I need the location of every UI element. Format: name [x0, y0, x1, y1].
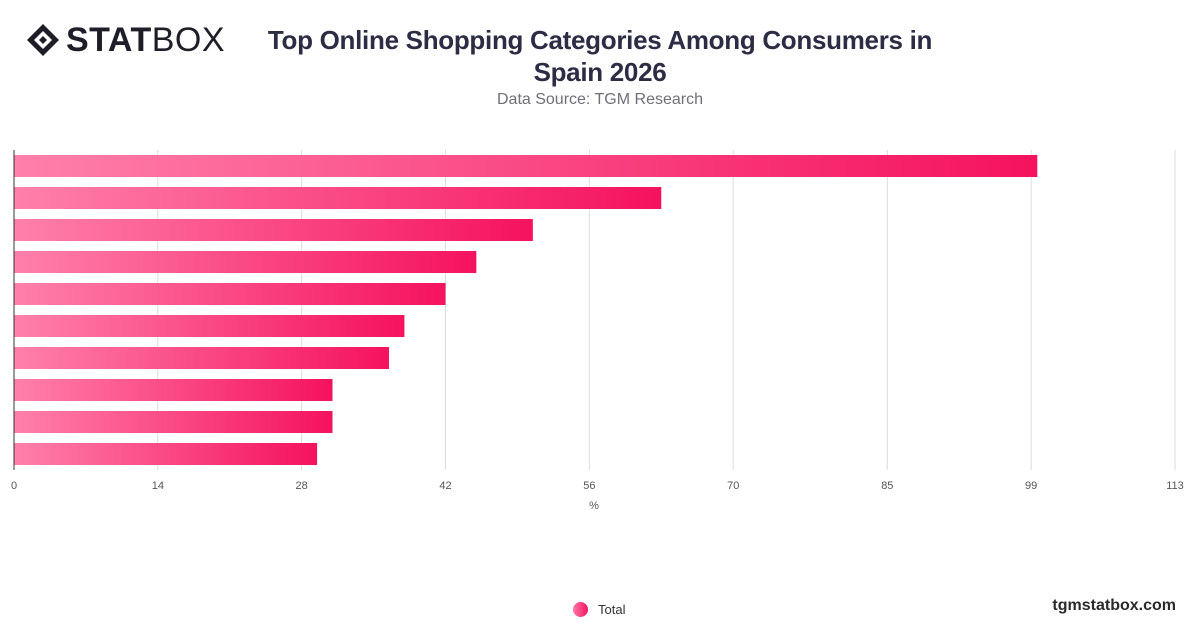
x-tick-label: 0 — [11, 480, 17, 492]
bar[interactable] — [14, 411, 333, 433]
bar[interactable] — [14, 315, 405, 337]
x-tick-label: 99 — [1025, 480, 1037, 492]
x-tick-label: 14 — [152, 480, 164, 492]
logo-stat-text: STAT — [66, 21, 152, 59]
x-axis-title: % — [589, 500, 599, 512]
x-tick-label: 28 — [296, 480, 308, 492]
chart-subtitle: Data Source: TGM Research — [496, 91, 703, 108]
bar[interactable] — [14, 219, 533, 241]
footer-brand: tgmstatbox.com — [1052, 597, 1176, 614]
bar[interactable] — [14, 251, 477, 273]
bar[interactable] — [14, 283, 446, 305]
legend-marker-icon — [573, 602, 588, 617]
bar[interactable] — [14, 347, 390, 369]
x-tick-label: 70 — [727, 480, 739, 492]
bar[interactable] — [14, 443, 318, 465]
diamond-logo-icon — [27, 24, 59, 56]
x-tick-label: 113 — [1166, 480, 1184, 492]
chart-title: Top Online Shopping Categories Among Con… — [267, 25, 933, 87]
bar[interactable] — [14, 379, 333, 401]
statbox-logo: STATBOX — [26, 22, 225, 58]
legend[interactable]: Total — [573, 602, 625, 617]
x-tick-label: 42 — [439, 480, 451, 492]
logo-box-text: BOX — [151, 21, 226, 59]
bar[interactable] — [14, 155, 1038, 177]
x-tick-label: 56 — [583, 480, 595, 492]
bar[interactable] — [14, 187, 662, 209]
logo-text: STATBOX — [66, 22, 225, 58]
legend-label: Total — [598, 602, 626, 617]
x-tick-label: 85 — [881, 480, 893, 492]
